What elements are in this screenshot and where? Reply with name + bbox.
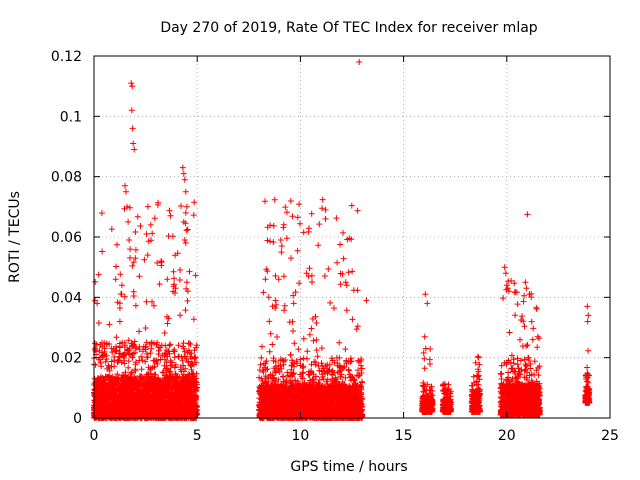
data-point: [116, 318, 123, 325]
data-point: [141, 256, 148, 263]
data-point: [177, 312, 184, 319]
data-point: [191, 199, 198, 206]
data-points: [91, 59, 593, 421]
data-point: [144, 203, 151, 210]
data-point: [175, 342, 182, 349]
data-point: [136, 346, 143, 353]
data-point: [117, 271, 124, 278]
data-point: [166, 207, 173, 214]
data-point: [134, 213, 141, 220]
data-point: [132, 229, 139, 235]
data-point: [132, 302, 139, 309]
data-point: [164, 320, 171, 327]
data-point: [136, 328, 143, 335]
data-point: [149, 364, 156, 371]
data-point: [167, 212, 174, 219]
data-point: [190, 212, 197, 219]
data-point: [153, 358, 160, 365]
data-point: [147, 350, 154, 357]
data-point: [127, 254, 133, 261]
data-point: [95, 271, 102, 278]
data-point: [184, 297, 191, 304]
data-point: [155, 351, 162, 357]
data-point: [114, 241, 120, 248]
data-point: [142, 325, 149, 331]
data-point: [129, 262, 136, 269]
data-point: [125, 337, 132, 344]
data-point: [108, 358, 115, 365]
grid: [94, 56, 610, 418]
data-point: [154, 259, 161, 266]
data-point: [93, 341, 100, 348]
data-point: [184, 226, 191, 233]
data-point: [142, 358, 149, 365]
data-point: [178, 203, 184, 209]
data-point: [170, 268, 177, 275]
